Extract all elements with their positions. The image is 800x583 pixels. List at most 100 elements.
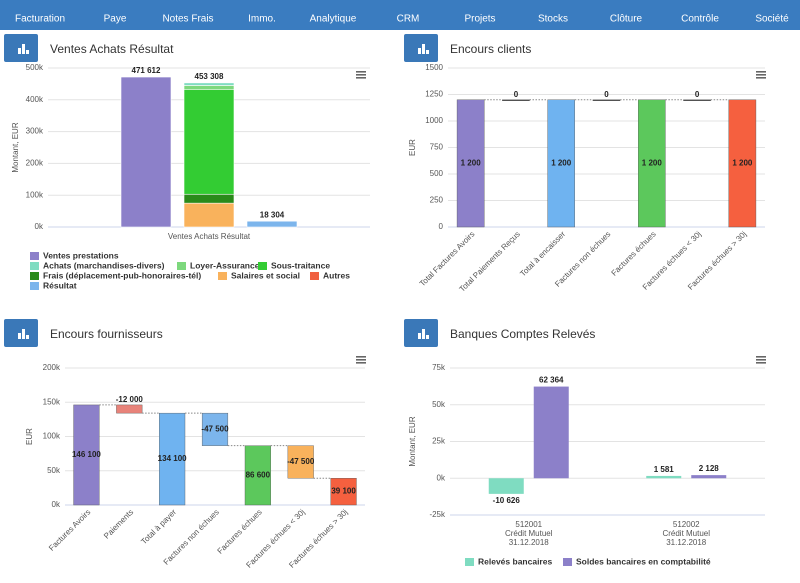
legend-label[interactable]: Achats (marchandises-divers) <box>43 260 165 270</box>
menu-icon[interactable] <box>356 359 366 361</box>
x-tick-label: Factures Avoirs <box>47 508 92 553</box>
menu-icon[interactable] <box>356 71 366 73</box>
icon-bar <box>422 44 425 54</box>
x-tick-label: 512002 <box>673 520 700 529</box>
menu-icon[interactable] <box>756 77 766 79</box>
y-tick-label: 500k <box>26 63 44 72</box>
y-tick-label: 500 <box>430 169 444 178</box>
legend-swatch[interactable] <box>30 282 39 290</box>
nav-item[interactable]: Contrôle <box>681 14 719 25</box>
data-label: 1 581 <box>654 465 675 474</box>
panel-title: Encours fournisseurs <box>50 327 163 341</box>
icon-bar <box>18 333 21 339</box>
legend-label[interactable]: Ventes prestations <box>43 250 119 260</box>
y-tick-label: 750 <box>430 143 444 152</box>
menu-icon[interactable] <box>756 74 766 76</box>
bar <box>287 445 314 479</box>
data-label: 0 <box>604 90 609 99</box>
panel-title: Banques Comptes Relevés <box>450 327 595 341</box>
nav-item[interactable]: CRM <box>397 14 420 25</box>
menu-icon[interactable] <box>756 359 766 361</box>
icon-bar <box>426 50 429 54</box>
legend-label[interactable]: Résultat <box>43 280 77 290</box>
menu-icon[interactable] <box>356 362 366 364</box>
data-label: 1 200 <box>461 159 482 168</box>
x-tick-label: Crédit Mutuel <box>662 529 710 538</box>
legend-swatch[interactable] <box>177 262 186 270</box>
x-tick-label: 512001 <box>515 520 542 529</box>
data-label: 39 100 <box>331 487 356 496</box>
icon-bar <box>22 44 25 54</box>
y-tick-label: 50k <box>432 400 446 409</box>
data-label: 1 200 <box>551 159 572 168</box>
stack-total-label: 453 308 <box>195 72 224 81</box>
nav-item[interactable]: Société <box>755 14 789 25</box>
legend-swatch[interactable] <box>258 262 267 270</box>
icon-bar <box>22 329 25 339</box>
legend-label[interactable]: Autres <box>323 270 350 280</box>
menu-icon[interactable] <box>756 356 766 358</box>
y-tick-label: 400k <box>26 95 44 104</box>
y-tick-label: 300k <box>26 127 44 136</box>
x-tick-label: Crédit Mutuel <box>505 529 553 538</box>
y-tick-label: 100k <box>43 432 61 441</box>
menu-icon[interactable] <box>356 74 366 76</box>
legend-label[interactable]: Loyer-Assurance <box>190 260 260 270</box>
legend-label[interactable]: Relevés bancaires <box>478 556 552 566</box>
bar <box>728 99 757 228</box>
legend-swatch[interactable] <box>218 272 227 280</box>
nav-item[interactable]: Facturation <box>15 14 65 25</box>
x-tick-label: 31.12.2018 <box>666 538 707 547</box>
bar <box>201 412 229 446</box>
nav-item[interactable]: Clôture <box>610 14 643 25</box>
legend-swatch[interactable] <box>563 558 572 566</box>
y-tick-label: 100k <box>26 190 44 199</box>
menu-icon[interactable] <box>756 362 766 364</box>
icon-bar <box>18 48 21 54</box>
legend-label[interactable]: Soldes bancaires en comptabilité <box>576 556 711 566</box>
nav-item[interactable]: Stocks <box>538 14 568 25</box>
legend-swatch[interactable] <box>310 272 319 280</box>
data-label: 62 364 <box>539 376 564 385</box>
bar <box>547 99 576 228</box>
menu-icon[interactable] <box>356 356 366 358</box>
bar <box>488 478 524 494</box>
stack-total-label: 18 304 <box>260 210 285 219</box>
nav-item[interactable]: Immo. <box>248 14 276 25</box>
nav-item[interactable]: Analytique <box>310 14 357 25</box>
y-tick-label: 25k <box>432 437 446 446</box>
legend-swatch[interactable] <box>30 252 39 260</box>
legend-label[interactable]: Salaires et social <box>231 270 300 280</box>
data-label: -47 500 <box>287 457 315 466</box>
y-tick-label: 0k <box>52 500 61 509</box>
legend-swatch[interactable] <box>30 272 39 280</box>
bar <box>638 99 666 228</box>
y-tick-label: -25k <box>429 510 446 519</box>
bar <box>330 478 357 506</box>
x-tick-label: Ventes Achats Résultat <box>168 232 251 241</box>
data-label: 134 100 <box>158 454 187 463</box>
x-tick-label: Total à payer <box>139 507 178 546</box>
x-tick-label: Paiements <box>102 508 135 541</box>
nav-item[interactable]: Notes Frais <box>162 14 213 25</box>
bar <box>533 386 569 479</box>
legend-label[interactable]: Sous-traitance <box>271 260 330 270</box>
y-tick-label: 250 <box>430 196 444 205</box>
panel-title: Encours clients <box>450 42 531 56</box>
icon-bar <box>418 48 421 54</box>
icon-bar <box>26 335 29 339</box>
menu-icon[interactable] <box>756 71 766 73</box>
bar <box>244 445 271 506</box>
legend-label[interactable]: Frais (déplacement-pub-honoraires-tél) <box>43 270 201 280</box>
y-tick-label: 150k <box>43 397 61 406</box>
menu-icon[interactable] <box>356 77 366 79</box>
data-label: 86 600 <box>246 470 271 479</box>
nav-item[interactable]: Projets <box>464 14 495 25</box>
y-tick-label: 1250 <box>425 90 443 99</box>
legend-swatch[interactable] <box>465 558 474 566</box>
nav-item[interactable]: Paye <box>104 14 127 25</box>
y-tick-label: 50k <box>47 466 61 475</box>
legend-swatch[interactable] <box>30 262 39 270</box>
data-label: 146 100 <box>72 450 101 459</box>
